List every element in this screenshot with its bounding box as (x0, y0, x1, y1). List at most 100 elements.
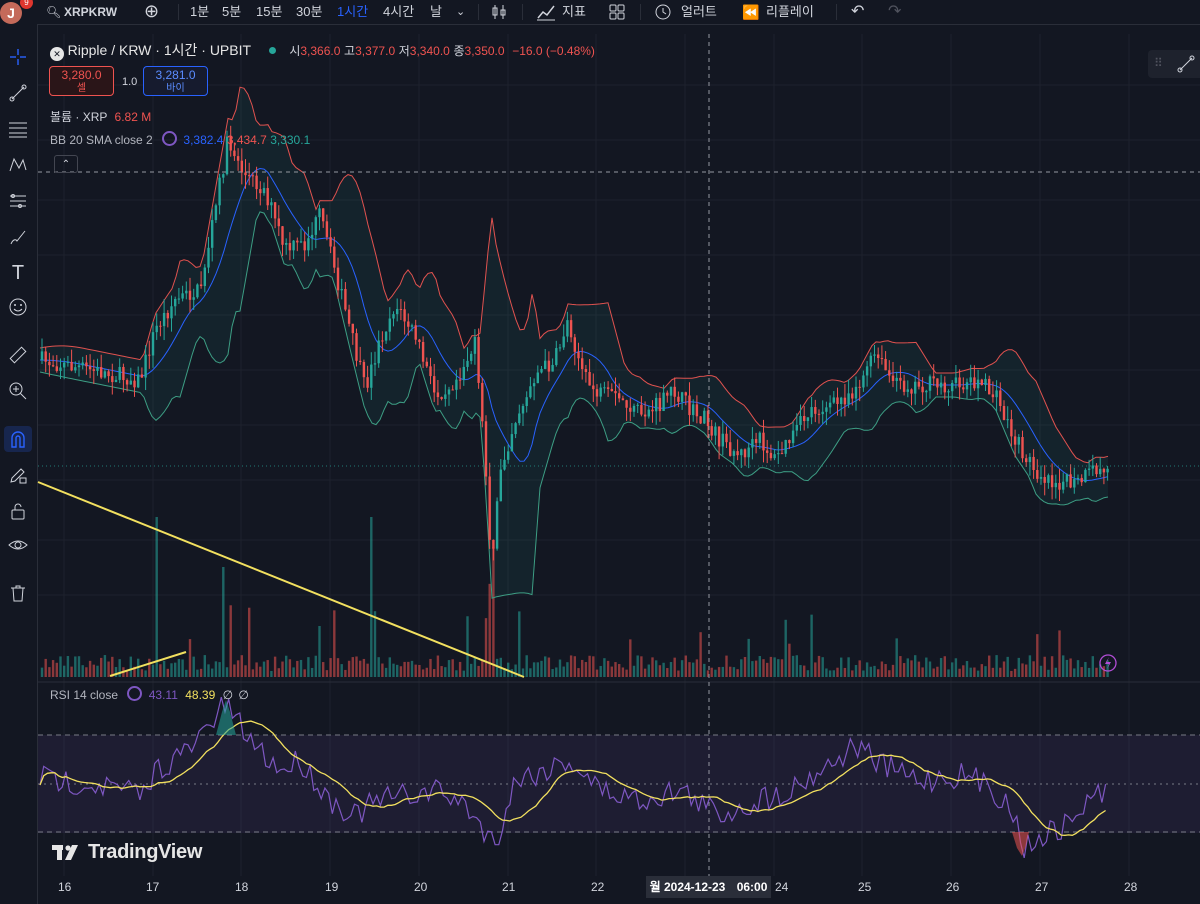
rsi-legend[interactable]: RSI 14 close 43.11 48.39 ∅ ∅ (50, 686, 249, 702)
chart-title[interactable]: Ripple / KRW · 1시간 · UPBIT (67, 42, 252, 58)
candle-body (336, 267, 340, 291)
redo-icon[interactable]: ↷ (888, 3, 902, 20)
alert-button[interactable]: 얼러트 (681, 4, 717, 19)
fib-icon[interactable] (4, 116, 32, 142)
sell-price: 3,280.0 (61, 68, 102, 82)
candle-body (299, 241, 303, 243)
volume-bar (795, 655, 798, 677)
candle-body (473, 337, 477, 354)
candle-body (991, 394, 995, 398)
interval-4h[interactable]: 4시간 (383, 4, 415, 19)
bb-settings-icon[interactable] (162, 131, 178, 146)
volume-bar (669, 662, 673, 677)
layout-grid-icon[interactable] (608, 3, 626, 21)
brush-icon[interactable] (4, 224, 32, 250)
text-icon[interactable]: T (11, 261, 25, 284)
collapse-legend-button[interactable]: ⌃ (54, 155, 78, 173)
volume-bar (854, 665, 858, 677)
avatar[interactable]: J (0, 2, 22, 24)
volume-bar (558, 659, 562, 677)
candle-body (603, 387, 606, 389)
trend-line-icon[interactable] (1176, 54, 1196, 74)
trend-line-icon[interactable] (4, 80, 32, 106)
crosshair-icon[interactable] (4, 44, 32, 70)
replay-button[interactable]: 리플레이 (766, 4, 814, 19)
interval-1h[interactable]: 1시간 (337, 4, 369, 19)
volume-bar (840, 657, 843, 677)
candle-body (943, 382, 946, 393)
interval-5m[interactable]: 5분 (222, 4, 242, 19)
candle-body (451, 389, 454, 391)
bb-legend[interactable]: BB 20 SMA close 2 3,382.4 3,434.7 3,330.… (50, 131, 310, 147)
candle-body (791, 430, 795, 444)
candle-body (803, 415, 806, 422)
x-tick-label: 16 (58, 880, 72, 894)
volume-bar (1050, 656, 1054, 677)
volume-bar (336, 658, 340, 677)
volume-bar (999, 667, 1002, 677)
indicators-button[interactable]: 지표 (562, 4, 586, 19)
volume-bar (880, 661, 884, 677)
flash-icon[interactable] (1099, 654, 1117, 672)
sell-button[interactable]: 3,280.0 셀 (49, 66, 114, 96)
volume-bar (862, 670, 865, 677)
chevron-down-icon[interactable]: ⌄ (456, 6, 466, 18)
trendline-down[interactable] (37, 481, 525, 678)
candle-body (629, 407, 632, 412)
candle-body (647, 409, 650, 417)
interval-1m[interactable]: 1분 (190, 4, 210, 19)
replay-icon[interactable]: ⏪ (742, 4, 760, 20)
projection-icon[interactable] (4, 188, 32, 214)
x-tick-label: 17 (146, 880, 160, 894)
candle-body (625, 400, 628, 408)
volume-bar (436, 655, 440, 677)
candle-body (984, 378, 987, 386)
magnet-icon[interactable] (4, 426, 32, 452)
symbol-name[interactable]: XRPKRW (64, 5, 118, 19)
candle-body (740, 449, 743, 456)
toolbar-divider (640, 4, 641, 20)
candle-body (244, 172, 247, 176)
candle-body (307, 238, 310, 251)
volume-bar (129, 656, 132, 677)
volume-bar (63, 665, 66, 677)
interval-30m[interactable]: 30분 (296, 4, 323, 19)
candle-body (773, 454, 776, 459)
pattern-icon[interactable] (4, 152, 32, 178)
trendline-up[interactable] (109, 651, 187, 677)
trash-icon[interactable] (4, 580, 32, 606)
volume-bar (292, 667, 295, 677)
alert-clock-icon[interactable] (653, 3, 673, 21)
lock-icon[interactable] (4, 498, 32, 524)
rsi-ma-line (39, 720, 1106, 836)
volume-bar (555, 667, 558, 677)
ruler-icon[interactable] (4, 342, 32, 368)
zoom-icon[interactable] (4, 378, 32, 404)
volume-bar (858, 660, 861, 677)
buy-button[interactable]: 3,281.0 바이 (143, 66, 208, 96)
floating-draw-panel[interactable]: ⠿ (1148, 50, 1200, 78)
candle-body (828, 402, 832, 408)
volume-bar (255, 662, 258, 677)
emoji-icon[interactable] (4, 294, 32, 320)
candle-body (377, 340, 380, 364)
symbol-search[interactable]: 🔍︎ (46, 3, 61, 21)
interval-15m[interactable]: 15분 (256, 4, 283, 19)
candle-body (706, 410, 710, 427)
indicators-icon[interactable] (536, 3, 556, 21)
candle-body (100, 367, 103, 378)
add-symbol-icon[interactable]: ⊕ (144, 1, 160, 21)
volume-bar (714, 669, 717, 677)
undo-icon[interactable]: ↶ (851, 3, 865, 20)
drag-handle-icon[interactable]: ⠿ (1154, 56, 1163, 70)
candle-body (333, 246, 336, 268)
pencil-lock-icon[interactable] (4, 462, 32, 488)
volume-bar (414, 664, 417, 677)
candle-body (70, 361, 73, 371)
rsi-settings-icon[interactable] (127, 686, 143, 701)
interval-1d[interactable]: 날 (430, 4, 442, 19)
volume-legend[interactable]: 볼륨 · XRP 6.82 M (50, 108, 151, 125)
candle-type-icon[interactable] (490, 3, 508, 21)
eye-icon[interactable] (4, 532, 32, 558)
